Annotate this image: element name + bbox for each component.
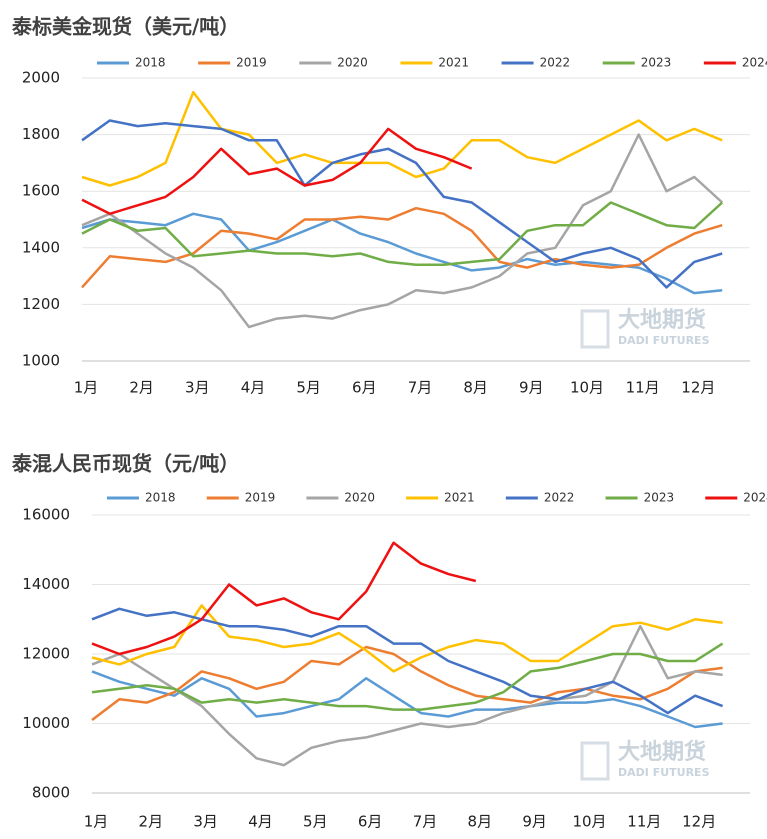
watermark-logo <box>580 309 610 349</box>
watermark-text: 大地期货 <box>618 307 706 333</box>
legend-label: 2021 <box>444 491 475 505</box>
series-line <box>91 645 723 721</box>
x-tick-label: 12月 <box>681 379 715 397</box>
series-line <box>91 541 477 656</box>
series-line <box>81 212 723 295</box>
x-tick-label: 4月 <box>241 379 266 397</box>
y-tick-label: 16000 <box>22 506 70 524</box>
legend-label: 2019 <box>245 491 276 505</box>
legend-label: 2021 <box>438 56 469 70</box>
series-line <box>81 119 723 289</box>
legend-label: 2018 <box>145 491 176 505</box>
series-line <box>91 624 723 767</box>
series-line <box>81 206 723 289</box>
y-tick-label: 14000 <box>22 575 70 593</box>
chart-title: 泰混人民币现货（元/吨） <box>11 452 239 476</box>
watermark-subtext: DADI FUTURES <box>618 334 710 347</box>
x-tick-label: 7月 <box>413 813 438 831</box>
x-tick-label: 1月 <box>84 813 109 831</box>
y-tick-label: 12000 <box>22 645 70 663</box>
x-tick-label: 12月 <box>682 813 716 831</box>
x-tick-label: 3月 <box>193 813 218 831</box>
series-line <box>91 642 724 711</box>
y-tick-label: 1400 <box>22 238 60 256</box>
series-line <box>81 127 473 216</box>
x-tick-label: 5月 <box>303 813 328 831</box>
x-tick-label: 4月 <box>248 813 273 831</box>
x-tick-label: 5月 <box>296 379 321 397</box>
legend-label: 2019 <box>236 56 267 70</box>
x-tick-label: 2月 <box>129 379 154 397</box>
series-line <box>81 201 724 267</box>
y-tick-label: 1200 <box>22 295 60 313</box>
series-line <box>91 604 723 673</box>
legend-label: 2018 <box>135 56 166 70</box>
y-tick-label: 1800 <box>22 125 60 143</box>
legend-label: 2023 <box>644 491 675 505</box>
x-tick-label: 10月 <box>570 379 604 397</box>
series-line <box>81 133 724 329</box>
y-tick-label: 2000 <box>22 69 60 87</box>
series-line <box>91 607 724 715</box>
x-tick-label: 6月 <box>358 813 383 831</box>
x-tick-label: 10月 <box>572 813 606 831</box>
x-tick-label: 3月 <box>185 379 210 397</box>
legend-label: 2024 <box>743 491 767 505</box>
legend-label: 2022 <box>540 56 571 70</box>
legend-label: 2023 <box>641 56 672 70</box>
x-tick-label: 8月 <box>463 379 488 397</box>
legend-label: 2022 <box>544 491 575 505</box>
x-tick-label: 6月 <box>352 379 377 397</box>
series-line <box>91 670 723 729</box>
legend-label: 2020 <box>337 56 368 70</box>
x-tick-label: 11月 <box>627 813 661 831</box>
y-tick-label: 1000 <box>22 352 60 370</box>
watermark-text: 大地期货 <box>618 739 706 765</box>
chart-title: 泰标美金现货（美元/吨） <box>11 15 239 39</box>
x-tick-label: 9月 <box>519 379 544 397</box>
watermark-logo <box>580 741 610 781</box>
legend-label: 2020 <box>344 491 375 505</box>
x-tick-label: 2月 <box>139 813 164 831</box>
x-tick-label: 9月 <box>522 813 547 831</box>
y-tick-label: 8000 <box>32 784 70 802</box>
x-tick-label: 11月 <box>626 379 660 397</box>
watermark-subtext: DADI FUTURES <box>618 766 710 779</box>
x-tick-label: 8月 <box>468 813 493 831</box>
x-tick-label: 7月 <box>408 379 433 397</box>
x-tick-label: 1月 <box>74 379 99 397</box>
y-tick-label: 1600 <box>22 182 60 200</box>
series-line <box>81 90 723 187</box>
y-tick-label: 10000 <box>22 714 70 732</box>
legend-label: 2024 <box>742 56 767 70</box>
